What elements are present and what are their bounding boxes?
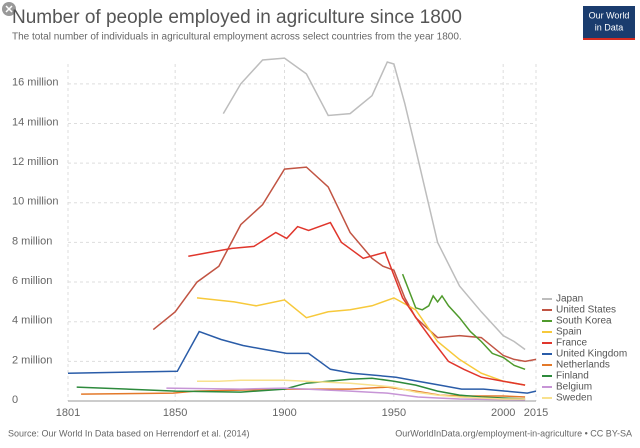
- series-line: [152, 166, 537, 363]
- y-tick-label: 14 million: [12, 116, 58, 128]
- legend-label: United Kingdom: [556, 349, 627, 360]
- x-tick-label: 2015: [524, 407, 548, 419]
- legend-label: United States: [556, 305, 616, 316]
- close-icon[interactable]: [2, 2, 16, 16]
- x-tick-label: 1850: [163, 407, 187, 419]
- series-line: [196, 297, 526, 386]
- series-line: [188, 221, 526, 386]
- legend-label: South Korea: [556, 316, 612, 327]
- legend-label: Sweden: [556, 393, 592, 404]
- y-tick-label: 8 million: [12, 235, 52, 247]
- series-line: [222, 57, 526, 351]
- logo-text: Our World: [589, 10, 630, 20]
- series-line: [197, 379, 526, 400]
- x-tick-label: 1900: [272, 407, 296, 419]
- legend-label: France: [556, 338, 588, 349]
- legend-label: Netherlands: [556, 360, 610, 371]
- legend-label: Belgium: [556, 382, 592, 393]
- legend-label: Finland: [556, 371, 589, 382]
- series-line: [76, 377, 526, 400]
- x-tick-label: 1950: [382, 407, 406, 419]
- x-tick-label: 2000: [491, 407, 515, 419]
- legend-label: Spain: [556, 327, 582, 338]
- source: Source: Our World In Data based on Herre…: [8, 428, 249, 438]
- chart-title: Number of people employed in agriculture…: [12, 7, 462, 28]
- y-tick-label: 2 million: [12, 354, 52, 366]
- series-line: [401, 273, 526, 371]
- y-tick-label: 10 million: [12, 196, 58, 208]
- y-tick-label: 4 million: [12, 315, 52, 327]
- y-tick-label: 16 million: [12, 77, 58, 89]
- logo: Our World in Data: [583, 6, 635, 40]
- x-tick-label: 1801: [56, 407, 80, 419]
- y-tick-label: 6 million: [12, 275, 52, 287]
- chart-subtitle: The total number of individuals in agric…: [12, 32, 462, 43]
- url: OurWorldInData.org/employment-in-agricul…: [395, 428, 632, 438]
- logo-text: in Data: [595, 22, 624, 32]
- y-tick-label: 12 million: [12, 156, 58, 168]
- series-line: [67, 330, 537, 394]
- legend-label: Japan: [556, 294, 583, 305]
- y-tick-label: 0: [12, 394, 18, 406]
- series-line: [166, 387, 526, 401]
